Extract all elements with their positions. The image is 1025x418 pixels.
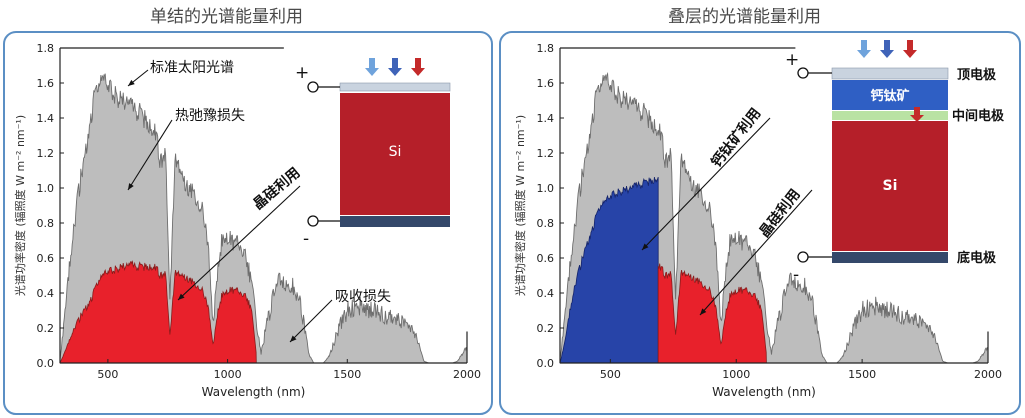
top-terminal: [307, 81, 319, 93]
light-arrow-shaft: [415, 58, 421, 68]
y-tick-label: 1.8: [537, 42, 555, 55]
y-tick-label: 1.0: [37, 182, 55, 195]
top-electrode: [831, 67, 949, 80]
y-tick-label: 1.2: [37, 147, 55, 160]
y-tick-label: 0.6: [37, 252, 55, 265]
plus-sign: +: [295, 63, 309, 83]
y-tick-label: 0.0: [37, 357, 55, 370]
silicon-utilization-pointer-head: [178, 293, 185, 300]
light-arrow-head: [903, 50, 917, 58]
y-tick-label: 0.4: [537, 287, 555, 300]
annotation-silicon-utilization: 晶硅利用: [756, 186, 804, 241]
minus-sign: -: [303, 229, 309, 249]
x-tick-label: 2000: [453, 368, 481, 381]
annotation-silicon-utilization: 晶硅利用: [250, 164, 304, 213]
bottom-electrode: [340, 216, 450, 227]
silicon-utilization-pointer-line: [699, 189, 813, 316]
left-panel-title: 单结的光谱能量利用: [150, 7, 303, 27]
y-axis-label: 光谱功率密度 (辐照度 W m⁻² nm⁻¹): [513, 115, 527, 296]
light-arrow-shaft: [369, 58, 375, 68]
y-tick-label: 1.2: [537, 147, 555, 160]
light-arrow-head: [388, 68, 402, 76]
bottom-electrode-label: 底电极: [957, 250, 997, 266]
y-tick-label: 0.8: [37, 217, 55, 230]
x-axis-label: Wavelength (nm): [712, 385, 816, 399]
annotation-thermalization-loss: 热弛豫损失: [175, 108, 245, 124]
y-tick-label: 1.0: [537, 182, 555, 195]
y-tick-label: 1.6: [537, 77, 555, 90]
light-arrow-shaft: [392, 58, 398, 68]
left-panel-frame: [3, 31, 493, 415]
si-layer-label: Si: [389, 144, 402, 160]
annotation-absorption-loss: 吸收损失: [335, 289, 391, 305]
x-tick-label: 1500: [848, 368, 876, 381]
y-tick-label: 0.0: [537, 357, 555, 370]
right-chart: 0.0 0.2 0.4 0.6 0.8 1.0 1.2 1.4 1.6 1.8 500 1000 150…: [513, 40, 1005, 399]
plus-sign: +: [785, 50, 799, 70]
light-arrow-head: [857, 50, 871, 58]
perovskite-utilization-pointer-head: [642, 243, 649, 250]
y-tick-label: 1.4: [37, 112, 55, 125]
left-chart: 0.0 0.2 0.4 0.6 0.8 1.0 1.2 1.4 1.6 1.8 500 1000 150…: [13, 42, 481, 399]
light-arrow-shaft: [861, 40, 867, 50]
si-layer-label: Si: [883, 178, 898, 194]
middle-light-arrow-head: [910, 115, 924, 122]
annotation-perovskite-utilization: 钙钛矿利用: [708, 105, 764, 171]
perovskite-utilization-area: [559, 176, 659, 364]
x-axis-label: Wavelength (nm): [202, 385, 306, 399]
y-tick-label: 0.6: [537, 252, 555, 265]
light-arrow-shaft: [907, 40, 913, 50]
middle-light-arrow-shaft: [914, 107, 920, 115]
middle-electrode: [832, 111, 948, 120]
top-terminal: [797, 67, 809, 79]
y-tick-label: 0.2: [37, 322, 55, 335]
absorption-loss-pointer-head: [290, 335, 297, 342]
y-axis-label: 光谱功率密度 (辐照度 W m⁻² nm⁻¹): [13, 115, 27, 296]
bottom-terminal: [307, 215, 319, 227]
silicon-utilization-area: [657, 263, 767, 364]
x-tick-label: 1000: [214, 368, 242, 381]
top-electrode: [339, 82, 451, 92]
light-arrow-head: [365, 68, 379, 76]
perovskite-layer: [832, 80, 948, 110]
right-panel-frame: [499, 31, 1021, 415]
middle-electrode-label: 中间电极: [952, 108, 1005, 124]
thermalization-pointer-line: [127, 119, 173, 191]
silicon-utilization-pointer-line: [177, 185, 301, 301]
minus-sign: -: [793, 265, 799, 285]
solar-spectrum-line: [559, 72, 988, 364]
solar-spectrum-line: [59, 73, 467, 364]
y-tick-label: 0.8: [537, 217, 555, 230]
bottom-electrode: [832, 252, 948, 263]
x-tick-label: 2000: [974, 368, 1002, 381]
annotation-solar-spectrum: 标准太阳光谱: [150, 60, 234, 76]
x-tick-label: 500: [600, 368, 621, 381]
absorption-loss-pointer-line: [289, 299, 333, 343]
light-arrow-shaft: [884, 40, 890, 50]
y-tick-label: 0.4: [37, 287, 55, 300]
light-arrow-head: [411, 68, 425, 76]
bottom-terminal: [797, 251, 809, 263]
x-tick-label: 1500: [333, 368, 361, 381]
si-layer: [340, 93, 450, 215]
silicon-utilization-pointer-head: [700, 308, 707, 315]
perovskite-utilization-pointer-line: [641, 117, 771, 251]
y-tick-label: 1.8: [37, 42, 55, 55]
thermalization-pointer-head: [128, 183, 134, 190]
x-tick-label: 500: [97, 368, 118, 381]
solar-spectrum-pointer-head: [128, 79, 135, 86]
y-tick-label: 1.4: [537, 112, 555, 125]
light-arrow-head: [880, 50, 894, 58]
silicon-utilization-area: [59, 260, 257, 364]
perovskite-layer-label: 钙钛矿: [870, 88, 909, 104]
x-tick-label: 1000: [722, 368, 750, 381]
si-layer: [832, 121, 948, 251]
y-tick-label: 0.2: [537, 322, 555, 335]
y-tick-label: 1.6: [37, 77, 55, 90]
top-electrode-label: 顶电极: [957, 67, 997, 83]
right-panel-title: 叠层的光谱能量利用: [668, 7, 821, 27]
